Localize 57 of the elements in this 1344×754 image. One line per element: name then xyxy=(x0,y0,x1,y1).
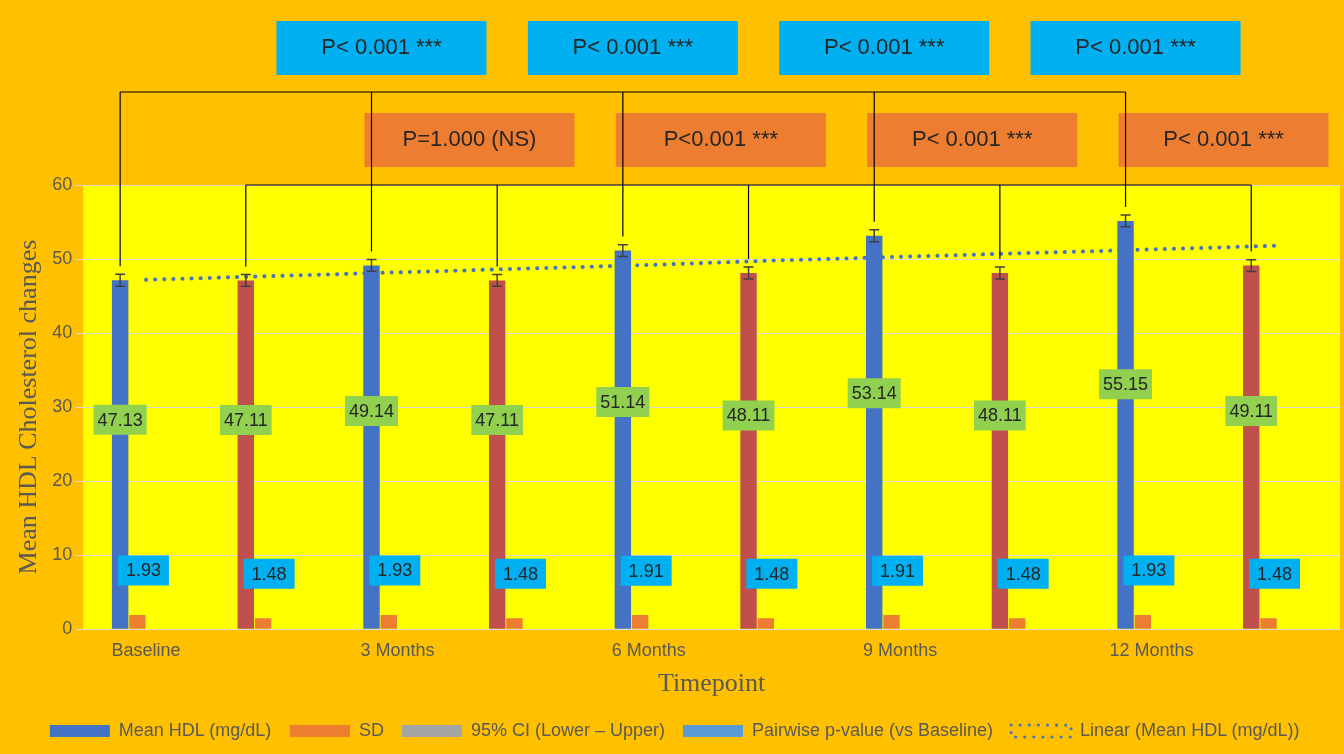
x-tick-label: 9 Months xyxy=(863,639,938,660)
legend-label: SD xyxy=(358,719,384,740)
y-tick-label: 50 xyxy=(52,248,73,268)
data-label: 1.93 xyxy=(377,560,413,581)
text: P< 0.001 *** xyxy=(1163,126,1285,152)
data-label: 1.93 xyxy=(125,560,161,581)
data-label: 48.11 xyxy=(978,405,1022,426)
bar xyxy=(1008,618,1026,629)
data-label: 47.11 xyxy=(475,409,520,430)
x-tick-label: Baseline xyxy=(111,639,181,660)
data-label: 48.11 xyxy=(726,405,771,426)
data-label: 1.48 xyxy=(1257,563,1293,584)
bar xyxy=(757,618,775,629)
data-label: 1.93 xyxy=(1131,560,1167,581)
text: P< 0.001 *** xyxy=(823,34,945,60)
data-label: 1.48 xyxy=(502,563,538,584)
data-label: 1.48 xyxy=(1005,563,1041,584)
y-tick-label: 0 xyxy=(62,618,73,639)
x-tick-label: 12 Months xyxy=(1109,639,1194,660)
bar xyxy=(254,618,272,629)
legend-label: 95% CI (Lower – Upper) xyxy=(470,719,665,740)
text: P< 0.001 *** xyxy=(321,34,443,60)
y-tick-label: 40 xyxy=(52,322,73,343)
data-label: 53.14 xyxy=(851,383,897,404)
data-label: 51.14 xyxy=(600,392,646,412)
data-label: 55.15 xyxy=(1103,374,1149,395)
data-label: 49.11 xyxy=(1229,401,1274,422)
x-tick-label: 6 Months xyxy=(611,639,686,660)
bar xyxy=(631,615,649,629)
legend-label: Mean HDL (mg/dL) xyxy=(118,719,272,740)
legend-label: Pairwise p-value (vs Baseline) xyxy=(751,719,994,740)
bar xyxy=(129,614,146,629)
data-label: 47.11 xyxy=(223,409,268,430)
y-tick-label: 30 xyxy=(52,396,73,417)
data-label: 47.13 xyxy=(97,409,143,430)
data-label: 1.48 xyxy=(754,563,790,584)
y-axis-title: Mean HDL Cholesterol changes xyxy=(13,239,43,575)
x-tick-label: 3 Months xyxy=(360,639,435,660)
data-label: 1.48 xyxy=(251,563,287,584)
x-axis-title: Timepoint xyxy=(657,668,767,698)
text: P<0.001 *** xyxy=(663,126,779,152)
bar xyxy=(1260,618,1277,629)
y-tick-label: 10 xyxy=(52,544,73,565)
legend-label: Linear (Mean HDL (mg/dL)) xyxy=(1080,719,1300,740)
bar xyxy=(1134,614,1152,629)
text: P< 0.001 *** xyxy=(911,126,1033,152)
data-label: 1.91 xyxy=(879,560,916,581)
y-tick-label: 60 xyxy=(52,173,73,194)
bar xyxy=(380,614,397,629)
text: P< 0.001 *** xyxy=(572,34,694,60)
data-label: 1.91 xyxy=(628,560,664,581)
text: P=1.000 (NS) xyxy=(402,126,537,152)
bar xyxy=(883,615,900,629)
bar xyxy=(506,618,523,629)
data-label: 49.14 xyxy=(348,400,395,421)
text: P< 0.001 *** xyxy=(1075,34,1197,60)
y-tick-label: 20 xyxy=(52,470,73,491)
